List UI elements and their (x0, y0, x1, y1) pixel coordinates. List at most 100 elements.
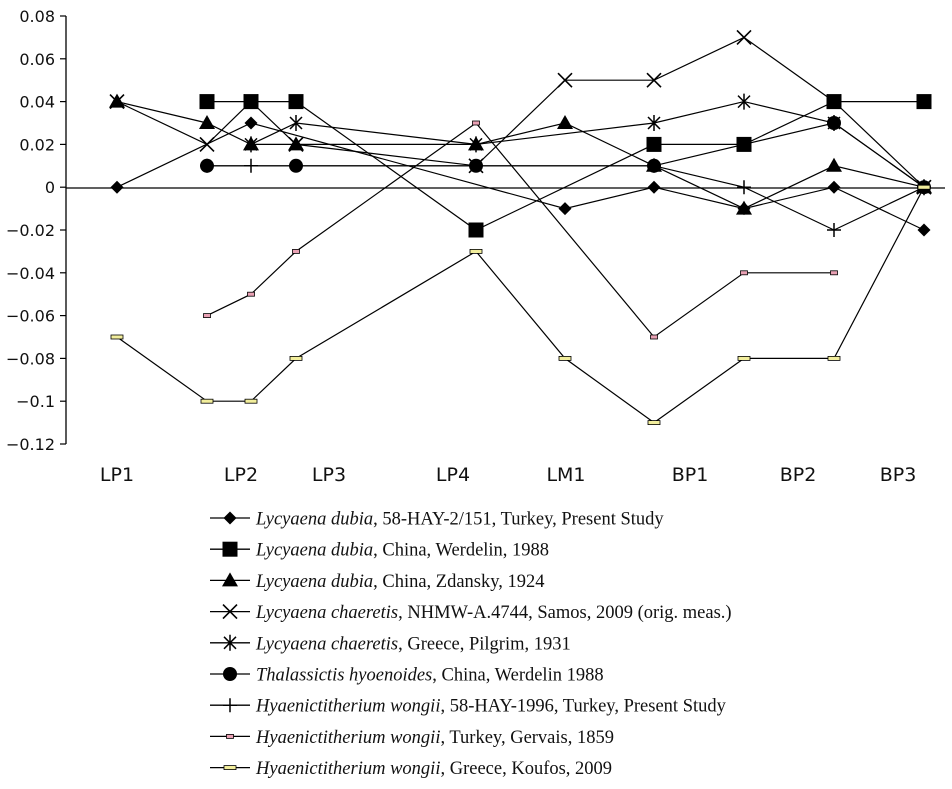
legend-marker (222, 541, 238, 557)
legend-species: Lycyaena dubia (255, 572, 373, 592)
series-5-point (647, 115, 661, 131)
series-7-point (737, 180, 751, 195)
series-9-point (917, 184, 931, 190)
series-9-point (289, 355, 303, 361)
legend-label: Hyaenictitherium wongii, Greece, Koufos,… (255, 759, 612, 779)
legend-species: Lycyaena dubia (255, 510, 373, 530)
series-1-point (110, 180, 124, 194)
series-9-point (110, 334, 124, 340)
series-5-point (289, 115, 303, 131)
y-tick-label: 0.08 (19, 7, 55, 26)
series-2-point (199, 94, 215, 110)
legend-species: Thalassictis hyoenoides (256, 666, 432, 686)
series-lines (116, 36, 925, 424)
series-5-point (244, 136, 258, 153)
legend-species: Hyaenictitherium wongii (255, 759, 440, 779)
legend-marker (223, 667, 237, 681)
legend-label: Lycyaena dubia, 58-HAY-2/151, Turkey, Pr… (255, 510, 664, 530)
legend-marker (222, 572, 238, 587)
legend-source: , Turkey, Gervais, 1859 (440, 728, 614, 748)
series-2-point (916, 94, 932, 110)
legend-source: , 58-HAY-1996, Turkey, Present Study (440, 697, 726, 717)
y-axis-ticks: 0.08 0.06 0.04 0.02 0 −0.02 −0.04 −0.06 −0.08 −0.… (6, 7, 66, 454)
legend-source: , China, Werdelin 1988 (432, 666, 603, 686)
x-category-label: LP1 (100, 464, 134, 486)
series-line-9 (116, 186, 925, 424)
series-8-point (740, 270, 748, 276)
series-1-point (917, 223, 931, 237)
legend-marker (223, 511, 237, 525)
legend-source: , China, Werdelin, 1988 (373, 541, 549, 561)
legend-source: , China, Zdansky, 1924 (373, 572, 544, 592)
legend-item: Lycyaena chaeretis, NHMW-A.4744, Samos, … (210, 603, 732, 623)
legend-item: Hyaenictitherium wongii, 58-HAY-1996, Tu… (210, 697, 727, 717)
series-2-point (736, 136, 752, 152)
series-4-point (288, 136, 304, 152)
series-markers (109, 29, 932, 426)
series-line-7 (207, 165, 925, 231)
series-8-point (247, 291, 255, 297)
y-tick-label: −0.1 (16, 392, 55, 411)
series-2-point (468, 222, 484, 238)
series-3-point (199, 115, 215, 129)
legend-marker (223, 765, 237, 770)
legend-source: , NHMW-A.4744, Samos, 2009 (orig. meas.) (398, 603, 731, 623)
x-category-label: LP2 (224, 464, 258, 486)
series-1-point (647, 180, 661, 194)
series-line-6 (207, 122, 925, 188)
legend-label: Lycyaena dubia, China, Werdelin, 1988 (255, 541, 549, 561)
series-9-point (737, 355, 751, 361)
legend-item: Hyaenictitherium wongii, Greece, Koufos,… (210, 759, 612, 779)
legend-item: Hyaenictitherium wongii, Turkey, Gervais… (210, 728, 614, 748)
series-3-point (557, 115, 573, 129)
series-6-point (469, 158, 483, 173)
legend-label: Lycyaena chaeretis, NHMW-A.4744, Samos, … (255, 603, 732, 623)
series-4-point (826, 94, 842, 110)
x-category-label: LP4 (436, 464, 470, 486)
legend-label: Lycyaena dubia, China, Zdansky, 1924 (255, 572, 545, 592)
series-4-point (199, 136, 215, 152)
y-tick-label: 0.04 (19, 93, 55, 112)
legend-source: , 58-HAY-2/151, Turkey, Present Study (373, 510, 664, 530)
y-tick-label: −0.04 (6, 264, 55, 283)
series-1-point (244, 116, 258, 130)
series-line-4 (116, 36, 925, 188)
y-tick-label: −0.08 (6, 349, 55, 368)
y-tick-label: 0.02 (19, 135, 55, 154)
series-9-point (647, 420, 661, 426)
y-tick-label: −0.06 (6, 307, 55, 326)
series-8-point (292, 248, 300, 254)
series-7-point (244, 158, 258, 173)
legend-item: Lycyaena dubia, 58-HAY-2/151, Turkey, Pr… (210, 510, 664, 530)
series-8-point (203, 313, 211, 319)
series-5-point (469, 136, 483, 153)
legend-marker (223, 634, 237, 651)
series-8-point (650, 334, 658, 340)
series-7-point (647, 158, 661, 173)
series-9-point (469, 248, 483, 254)
legend-species: Hyaenictitherium wongii (255, 728, 440, 748)
series-6-point (827, 116, 841, 130)
series-8-point (830, 270, 838, 276)
series-5-point (737, 93, 751, 110)
series-4-point (243, 94, 259, 110)
series-9-point (200, 398, 214, 404)
series-9-point (827, 355, 841, 361)
legend-source: , Greece, Koufos, 2009 (440, 759, 612, 779)
series-line-3 (116, 101, 925, 210)
legend-species: Lycyaena chaeretis (255, 634, 398, 654)
series-4-point (736, 29, 752, 45)
legend-species: Hyaenictitherium wongii (255, 697, 440, 717)
legend-species: Lycyaena chaeretis (255, 603, 398, 623)
legend-item: Thalassictis hyoenoides, China, Werdelin… (210, 666, 604, 686)
series-3-point (826, 157, 842, 172)
x-axis-categories: LP1 LP2 LP3 LP4 LM1 BP1 BP2 BP3 (100, 464, 916, 486)
series-1-point (827, 180, 841, 194)
series-8-point (472, 120, 480, 126)
series-9-point (558, 355, 572, 361)
x-category-label: BP1 (672, 464, 709, 486)
legend-item: Lycyaena dubia, China, Werdelin, 1988 (210, 541, 549, 561)
series-7-point (827, 223, 841, 237)
legend-label: Lycyaena chaeretis, Greece, Pilgrim, 193… (255, 634, 571, 654)
